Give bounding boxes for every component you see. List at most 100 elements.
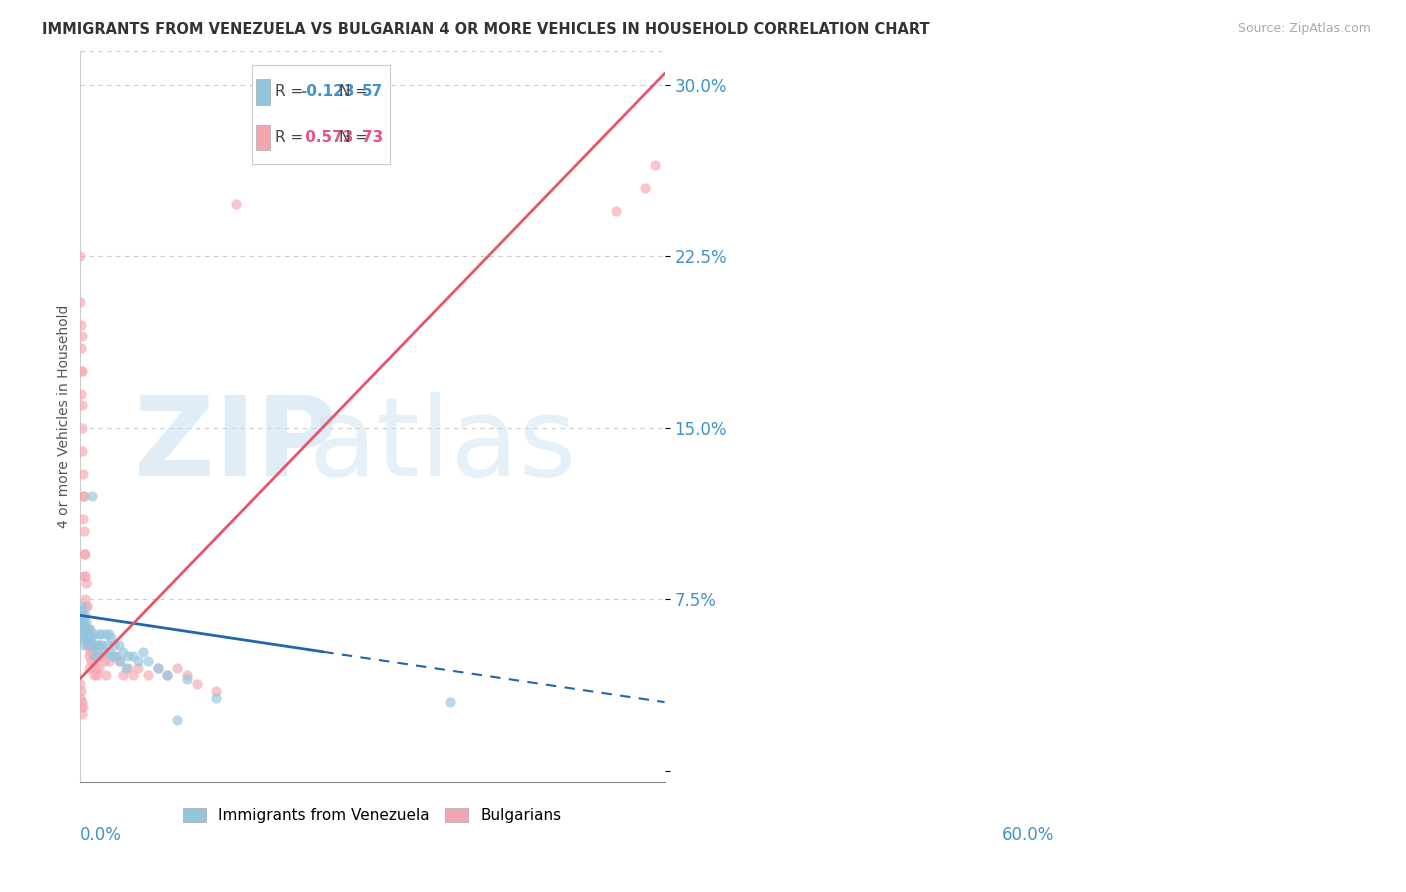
Point: [86, 667, 108, 681]
Point: [72, 626, 94, 640]
Point: [77, 631, 100, 645]
Point: [176, 672, 198, 686]
Point: [127, 654, 149, 668]
Point: [70, 341, 93, 355]
Point: [72, 512, 94, 526]
Point: [82, 626, 104, 640]
Point: [77, 649, 100, 664]
Point: [73, 524, 96, 538]
Point: [112, 645, 135, 659]
Point: [87, 638, 110, 652]
Point: [75, 599, 97, 613]
Point: [156, 667, 179, 681]
Point: [112, 667, 135, 681]
Point: [72, 443, 94, 458]
Point: [82, 645, 104, 659]
Point: [72, 599, 94, 613]
Point: [93, 654, 115, 668]
Point: [72, 467, 94, 481]
Point: [72, 608, 94, 623]
Point: [80, 638, 103, 652]
Point: [75, 615, 97, 629]
Point: [605, 203, 627, 218]
Point: [72, 695, 94, 709]
Point: [84, 661, 107, 675]
Point: [72, 489, 94, 503]
Point: [107, 654, 129, 668]
Point: [83, 654, 105, 668]
Point: [73, 615, 96, 629]
Point: [70, 364, 93, 378]
Point: [69, 677, 91, 691]
Point: [97, 645, 120, 659]
Point: [82, 489, 104, 503]
Point: [70, 699, 93, 714]
Point: [69, 608, 91, 623]
Point: [75, 631, 97, 645]
Point: [100, 631, 122, 645]
Point: [132, 645, 155, 659]
Point: [69, 615, 91, 629]
Point: [83, 667, 105, 681]
Point: [75, 569, 97, 583]
Point: [70, 683, 93, 698]
Point: [72, 699, 94, 714]
Point: [70, 318, 93, 332]
Point: [79, 626, 101, 640]
Point: [110, 654, 132, 668]
Point: [86, 645, 108, 659]
Point: [96, 638, 118, 652]
Point: [94, 626, 117, 640]
Point: [70, 386, 93, 401]
Point: [176, 667, 198, 681]
Text: 60.0%: 60.0%: [1002, 826, 1054, 844]
Point: [69, 690, 91, 705]
Point: [79, 622, 101, 636]
Point: [117, 649, 139, 664]
Point: [84, 649, 107, 664]
Point: [97, 654, 120, 668]
Point: [225, 197, 247, 211]
Point: [72, 421, 94, 435]
Text: ZIP: ZIP: [134, 392, 337, 500]
Point: [73, 547, 96, 561]
Point: [72, 615, 94, 629]
Point: [72, 706, 94, 721]
Legend: Immigrants from Venezuela, Bulgarians: Immigrants from Venezuela, Bulgarians: [177, 802, 567, 830]
Point: [82, 638, 104, 652]
Point: [80, 631, 103, 645]
Point: [186, 677, 208, 691]
Text: Source: ZipAtlas.com: Source: ZipAtlas.com: [1237, 22, 1371, 36]
Point: [136, 667, 159, 681]
Point: [77, 638, 100, 652]
Point: [77, 622, 100, 636]
Point: [87, 626, 110, 640]
Point: [72, 398, 94, 412]
Point: [76, 622, 98, 636]
Point: [70, 631, 93, 645]
Point: [77, 626, 100, 640]
Point: [83, 638, 105, 652]
Point: [76, 622, 98, 636]
Point: [84, 638, 107, 652]
Point: [70, 604, 93, 618]
Point: [439, 695, 461, 709]
Point: [76, 638, 98, 652]
Text: 0.0%: 0.0%: [80, 826, 121, 844]
Point: [94, 667, 117, 681]
Point: [76, 599, 98, 613]
Point: [77, 661, 100, 675]
Point: [75, 547, 97, 561]
Point: [73, 631, 96, 645]
Point: [75, 622, 97, 636]
Point: [103, 638, 125, 652]
Point: [205, 683, 228, 698]
Point: [136, 654, 159, 668]
Point: [75, 622, 97, 636]
Point: [634, 181, 657, 195]
Point: [77, 638, 100, 652]
Point: [205, 690, 228, 705]
Point: [166, 661, 188, 675]
Point: [69, 249, 91, 263]
Point: [70, 620, 93, 634]
